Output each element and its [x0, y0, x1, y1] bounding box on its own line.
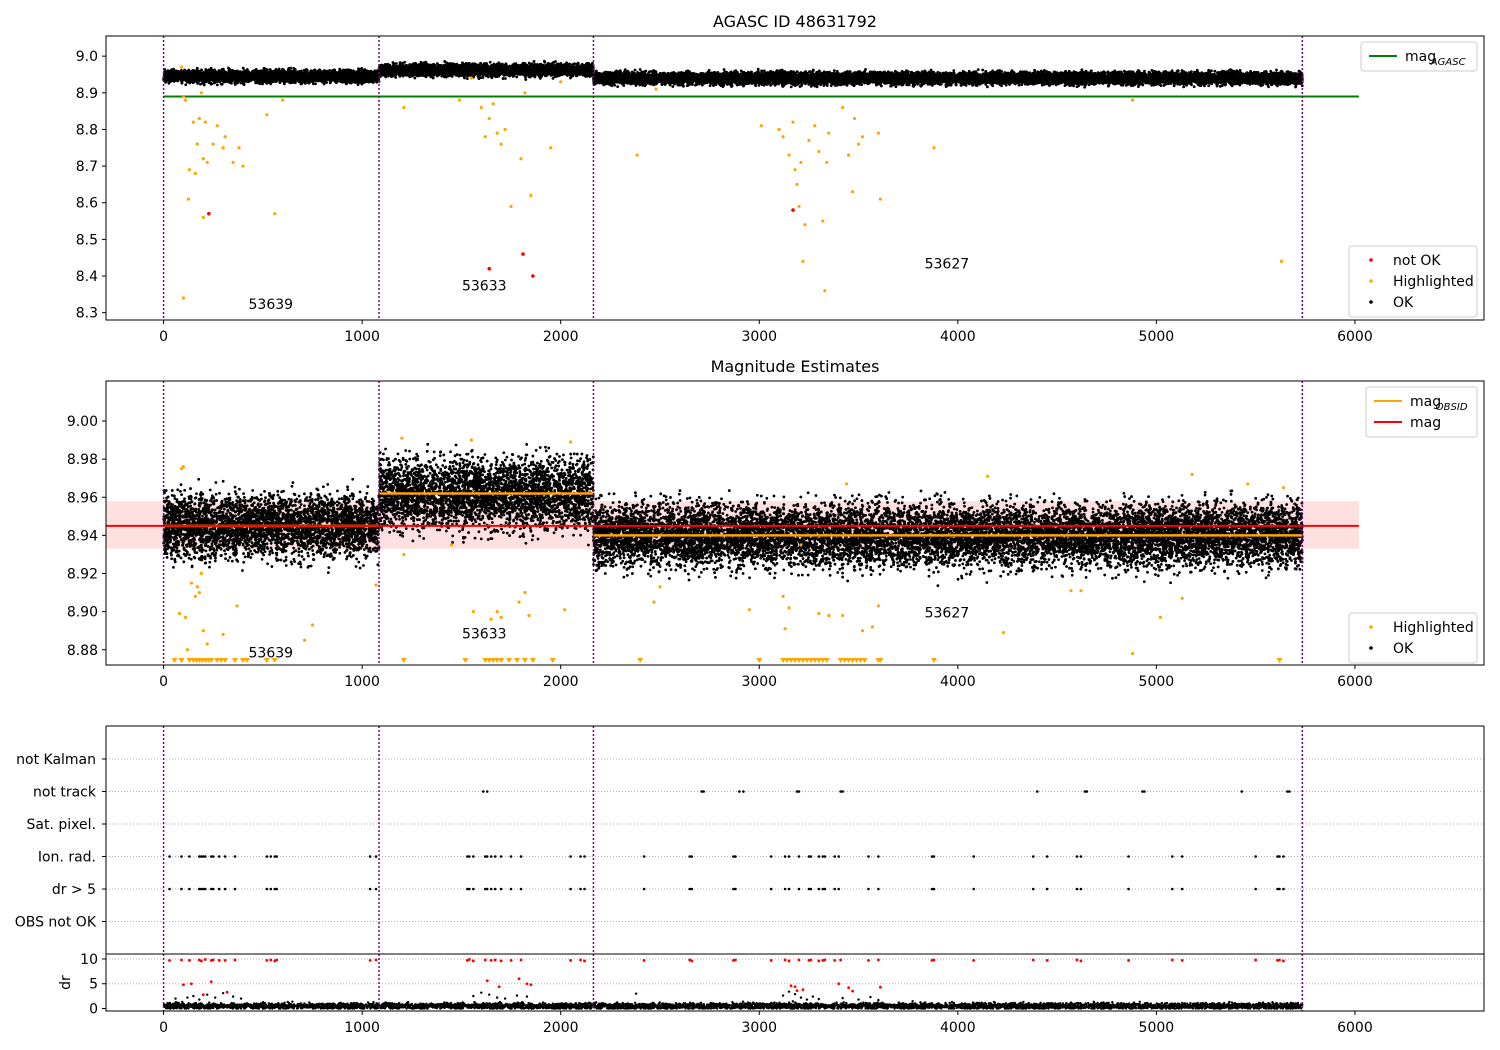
ok-point [242, 83, 245, 86]
ok-point [272, 71, 275, 74]
ok-point [221, 83, 224, 86]
ok-point [200, 79, 203, 82]
ok-point [217, 73, 220, 76]
ok-point [222, 68, 225, 71]
ok-point [308, 82, 311, 85]
ok-point [204, 81, 207, 84]
ok-point [283, 81, 286, 84]
ok-point [314, 82, 317, 85]
ok-point [176, 79, 179, 82]
ok-point [242, 67, 245, 70]
ok-point [304, 82, 307, 85]
ok-point [278, 81, 281, 84]
ok-point [360, 67, 363, 70]
ok-point [317, 80, 320, 83]
ok-point [172, 69, 175, 72]
ok-point [357, 67, 360, 70]
ok-point [299, 83, 302, 86]
ok-point [233, 82, 236, 85]
ok-point [168, 82, 171, 85]
ok-point [227, 67, 230, 70]
ok-point [262, 68, 265, 71]
ok-point [200, 69, 203, 72]
ok-point [208, 68, 211, 71]
ok-point [326, 78, 329, 81]
ok-point [292, 67, 295, 70]
ok-point [305, 69, 308, 72]
ok-point [261, 81, 264, 84]
ok-point [201, 82, 204, 85]
ok-point [329, 81, 332, 84]
ok-point [216, 83, 219, 86]
ok-point [364, 69, 367, 72]
ok-point [367, 80, 370, 83]
ok-point [188, 82, 191, 85]
ok-point [288, 68, 291, 71]
ok-point [184, 83, 187, 86]
ok-point [345, 82, 348, 85]
ok-point [341, 81, 344, 84]
